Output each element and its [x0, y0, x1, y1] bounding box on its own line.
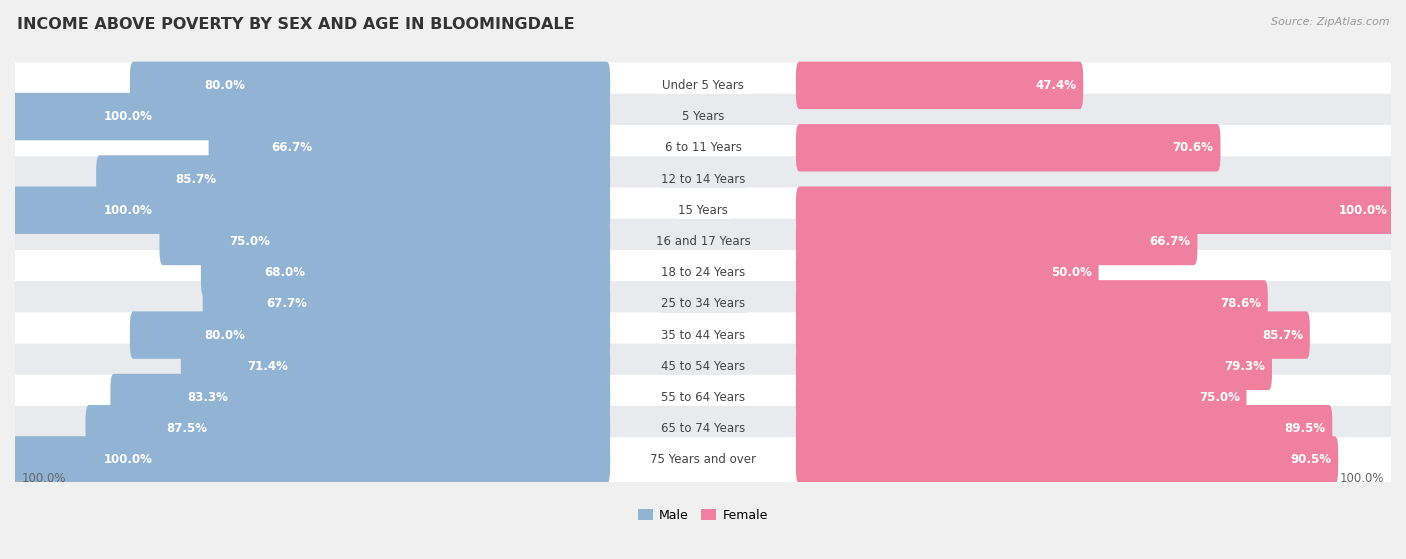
Text: 75 Years and over: 75 Years and over [650, 453, 756, 466]
FancyBboxPatch shape [159, 217, 610, 265]
Text: 100.0%: 100.0% [104, 110, 153, 123]
Text: 90.5%: 90.5% [1291, 453, 1331, 466]
Text: 100.0%: 100.0% [22, 472, 66, 485]
FancyBboxPatch shape [13, 219, 1393, 264]
Text: 45 to 54 Years: 45 to 54 Years [661, 360, 745, 373]
Text: Under 5 Years: Under 5 Years [662, 79, 744, 92]
FancyBboxPatch shape [13, 156, 1393, 202]
Text: 83.3%: 83.3% [188, 391, 229, 404]
FancyBboxPatch shape [796, 249, 1098, 296]
Text: 87.5%: 87.5% [167, 422, 208, 435]
Text: 50.0%: 50.0% [1050, 266, 1091, 279]
Text: 80.0%: 80.0% [204, 329, 245, 342]
FancyBboxPatch shape [129, 61, 610, 109]
Text: 5 Years: 5 Years [682, 110, 724, 123]
Text: 12 to 14 Years: 12 to 14 Years [661, 173, 745, 186]
Text: 6 to 11 Years: 6 to 11 Years [665, 141, 741, 154]
Text: 68.0%: 68.0% [264, 266, 305, 279]
Text: 85.7%: 85.7% [1263, 329, 1303, 342]
Text: 71.4%: 71.4% [247, 360, 288, 373]
FancyBboxPatch shape [11, 436, 610, 484]
Text: 35 to 44 Years: 35 to 44 Years [661, 329, 745, 342]
Text: 85.7%: 85.7% [176, 173, 217, 186]
Text: 67.7%: 67.7% [266, 297, 307, 310]
FancyBboxPatch shape [796, 343, 1272, 390]
FancyBboxPatch shape [13, 375, 1393, 420]
Text: 79.3%: 79.3% [1225, 360, 1265, 373]
FancyBboxPatch shape [13, 344, 1393, 389]
Text: INCOME ABOVE POVERTY BY SEX AND AGE IN BLOOMINGDALE: INCOME ABOVE POVERTY BY SEX AND AGE IN B… [17, 17, 575, 32]
Legend: Male, Female: Male, Female [633, 504, 773, 527]
Text: 15 Years: 15 Years [678, 203, 728, 217]
FancyBboxPatch shape [13, 187, 1393, 233]
FancyBboxPatch shape [796, 311, 1310, 359]
FancyBboxPatch shape [796, 217, 1198, 265]
FancyBboxPatch shape [796, 374, 1247, 421]
FancyBboxPatch shape [13, 312, 1393, 358]
FancyBboxPatch shape [13, 281, 1393, 326]
FancyBboxPatch shape [11, 187, 610, 234]
Text: 100.0%: 100.0% [104, 203, 153, 217]
FancyBboxPatch shape [208, 124, 610, 172]
FancyBboxPatch shape [796, 61, 1083, 109]
Text: 66.7%: 66.7% [1150, 235, 1191, 248]
FancyBboxPatch shape [796, 405, 1333, 452]
FancyBboxPatch shape [181, 343, 610, 390]
FancyBboxPatch shape [13, 406, 1393, 452]
FancyBboxPatch shape [796, 124, 1220, 172]
FancyBboxPatch shape [110, 374, 610, 421]
FancyBboxPatch shape [11, 93, 610, 140]
Text: 16 and 17 Years: 16 and 17 Years [655, 235, 751, 248]
Text: 75.0%: 75.0% [229, 235, 270, 248]
Text: 75.0%: 75.0% [1199, 391, 1240, 404]
Text: 100.0%: 100.0% [1340, 472, 1384, 485]
Text: 18 to 24 Years: 18 to 24 Years [661, 266, 745, 279]
FancyBboxPatch shape [129, 311, 610, 359]
FancyBboxPatch shape [202, 280, 610, 328]
Text: 89.5%: 89.5% [1284, 422, 1326, 435]
FancyBboxPatch shape [13, 125, 1393, 170]
FancyBboxPatch shape [796, 187, 1395, 234]
Text: 25 to 34 Years: 25 to 34 Years [661, 297, 745, 310]
FancyBboxPatch shape [13, 250, 1393, 296]
Text: 55 to 64 Years: 55 to 64 Years [661, 391, 745, 404]
FancyBboxPatch shape [86, 405, 610, 452]
Text: Source: ZipAtlas.com: Source: ZipAtlas.com [1271, 17, 1389, 27]
Text: 80.0%: 80.0% [204, 79, 245, 92]
Text: 47.4%: 47.4% [1035, 79, 1077, 92]
Text: 66.7%: 66.7% [271, 141, 312, 154]
Text: 100.0%: 100.0% [1339, 203, 1388, 217]
Text: 65 to 74 Years: 65 to 74 Years [661, 422, 745, 435]
FancyBboxPatch shape [13, 63, 1393, 108]
FancyBboxPatch shape [796, 280, 1268, 328]
FancyBboxPatch shape [13, 94, 1393, 139]
Text: 70.6%: 70.6% [1173, 141, 1213, 154]
FancyBboxPatch shape [796, 436, 1339, 484]
FancyBboxPatch shape [13, 437, 1393, 483]
FancyBboxPatch shape [201, 249, 610, 296]
FancyBboxPatch shape [96, 155, 610, 203]
Text: 78.6%: 78.6% [1220, 297, 1261, 310]
Text: 100.0%: 100.0% [104, 453, 153, 466]
